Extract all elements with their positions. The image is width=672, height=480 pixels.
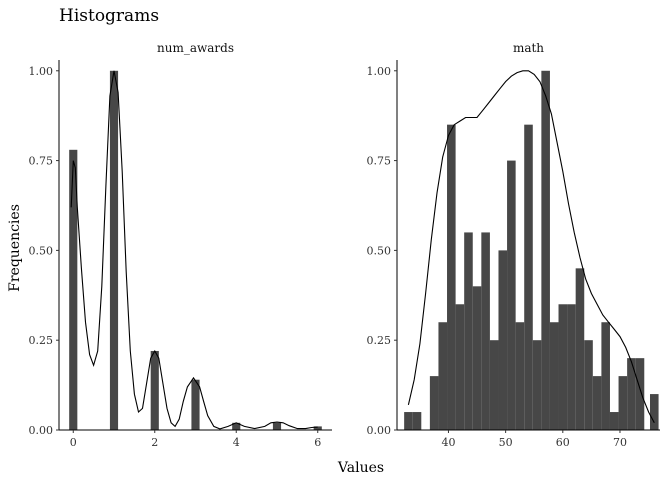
histogram-bar bbox=[618, 376, 628, 430]
histogram-bar bbox=[455, 304, 465, 430]
histogram-bar bbox=[191, 379, 200, 430]
histogram-bar bbox=[635, 358, 645, 430]
histogram-bar bbox=[609, 412, 619, 430]
histogram-bar bbox=[592, 376, 602, 430]
density-curve bbox=[407, 70, 655, 424]
facet-strip-label: math bbox=[513, 41, 544, 55]
histogram-bar bbox=[498, 250, 508, 430]
histogram-bar bbox=[472, 286, 482, 430]
histogram-bar bbox=[549, 322, 559, 430]
histogram-bar bbox=[481, 232, 490, 430]
x-tick-label: 4 bbox=[233, 436, 240, 449]
chart-title: Histograms bbox=[59, 6, 159, 26]
histogram-bar bbox=[489, 340, 499, 430]
histogram-bar bbox=[412, 412, 422, 430]
histogram-bar bbox=[438, 322, 448, 430]
y-tick-label: 0.25 bbox=[29, 334, 54, 347]
y-tick-label: 1.00 bbox=[367, 65, 392, 78]
facet-strip-label: num_awards bbox=[157, 41, 234, 55]
y-tick-label: 0.50 bbox=[367, 244, 392, 257]
density-curve bbox=[70, 70, 318, 430]
x-axis-title: Values bbox=[337, 460, 384, 476]
histogram-bar bbox=[507, 160, 516, 430]
y-tick-label: 0.75 bbox=[367, 155, 392, 168]
histogram-bar bbox=[601, 322, 610, 430]
histogram-bar bbox=[109, 70, 119, 430]
histogram-bar bbox=[313, 426, 322, 430]
histogram-bar bbox=[558, 304, 568, 430]
facet-panels: num_awards 0.00 0.25 0.50 0.75 1.00 0 2 4 6 math 0.… bbox=[29, 41, 660, 449]
x-tick-label: 60 bbox=[556, 436, 570, 449]
histogram-bar bbox=[429, 376, 439, 430]
x-tick-label: 2 bbox=[151, 436, 158, 449]
y-tick-label: 0.00 bbox=[29, 424, 54, 437]
facet-panel-1: num_awards 0.00 0.25 0.50 0.75 1.00 0 2 4 6 bbox=[29, 41, 332, 449]
histogram-bar bbox=[532, 340, 542, 430]
y-axis-title: Frequencies bbox=[7, 204, 23, 292]
y-tick-label: 0.50 bbox=[29, 244, 54, 257]
histogram-bar bbox=[272, 422, 282, 430]
histogram-bar bbox=[627, 358, 636, 430]
histogram-bar bbox=[567, 304, 576, 430]
histogram-bar bbox=[69, 149, 78, 430]
x-tick-label: 0 bbox=[70, 436, 77, 449]
histogram-bar bbox=[150, 350, 159, 430]
x-tick-label: 50 bbox=[499, 436, 513, 449]
x-tick-label: 40 bbox=[441, 436, 455, 449]
histogram-bar bbox=[447, 124, 456, 431]
facet-panel-2: math 0.00 0.25 0.50 0.75 1.00 40 50 60 70 bbox=[367, 41, 660, 449]
x-tick-label: 6 bbox=[314, 436, 321, 449]
histogram-bar bbox=[584, 340, 593, 430]
histogram-bar bbox=[232, 422, 241, 430]
histogram-bar bbox=[464, 232, 473, 430]
y-tick-label: 0.00 bbox=[367, 424, 392, 437]
y-tick-label: 0.75 bbox=[29, 155, 54, 168]
histogram-bar bbox=[515, 322, 525, 430]
histogram-bar bbox=[649, 394, 659, 430]
histogram-bar bbox=[575, 268, 585, 430]
histogram-bar bbox=[541, 70, 550, 430]
histogram-bar bbox=[404, 412, 413, 430]
y-tick-label: 1.00 bbox=[29, 65, 54, 78]
x-tick-label: 70 bbox=[613, 436, 627, 449]
histogram-bar bbox=[524, 124, 533, 431]
y-tick-label: 0.25 bbox=[367, 334, 392, 347]
